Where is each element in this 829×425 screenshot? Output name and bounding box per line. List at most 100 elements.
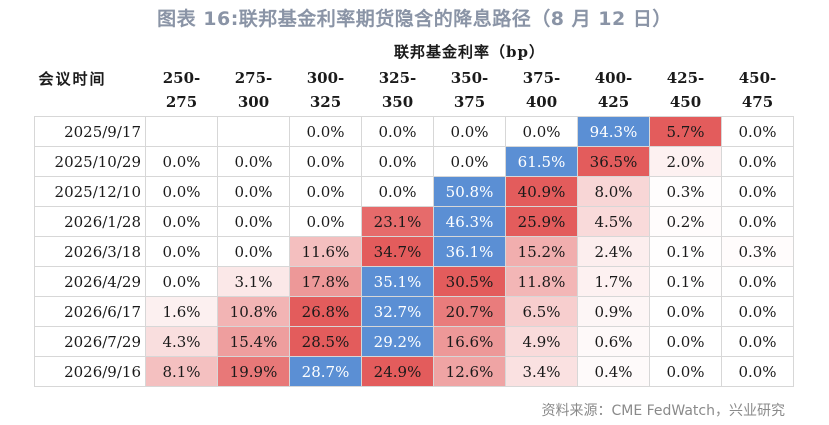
range-header-lower: 350- [450, 69, 489, 87]
range-header-lower: 375- [522, 69, 561, 87]
meeting-date: 2026/6/17 [34, 296, 146, 327]
table-row: 2026/7/29 4.3% 15.4% 28.5% 29.2% 16.6% 4.9% 0.6… [34, 326, 794, 357]
probability-cell: 0.0% [649, 326, 722, 357]
probability-cell: 15.4% [217, 326, 290, 357]
probability-cell: 50.8% [433, 176, 506, 207]
range-header-upper: 300 [237, 93, 270, 111]
probability-cell: 0.0% [289, 206, 362, 237]
probability-cell: 17.8% [289, 266, 362, 297]
chart-title: 图表 16:联邦基金利率期货隐含的降息路径（8 月 12 日） [157, 8, 672, 30]
probability-cell: 36.1% [433, 236, 506, 267]
range-header-upper: 350 [381, 93, 414, 111]
probability-cell: 19.9% [217, 356, 290, 387]
range-header-upper: 400 [525, 93, 558, 111]
range-header-0: 250- 275 [146, 64, 218, 117]
probability-cell: 6.5% [505, 296, 578, 327]
table-row: 2025/10/29 0.0% 0.0% 0.0% 0.0% 0.0% 61.5% 36.5%… [34, 146, 794, 177]
probability-cell: 4.9% [505, 326, 578, 357]
range-header-upper: 375 [453, 93, 486, 111]
probability-cell: 5.7% [649, 116, 722, 147]
probability-cell: 16.6% [433, 326, 506, 357]
meeting-date: 2026/4/29 [34, 266, 146, 297]
probability-cell: 0.0% [145, 146, 218, 177]
range-header-8: 450- 475 [722, 64, 794, 117]
range-header-2: 300- 325 [290, 64, 362, 117]
probability-cell: 46.3% [433, 206, 506, 237]
range-header-5: 375- 400 [506, 64, 578, 117]
probability-cell: 3.4% [505, 356, 578, 387]
probability-cell: 0.0% [433, 146, 506, 177]
range-header-6: 400- 425 [578, 64, 650, 117]
probability-cell: 0.0% [721, 326, 794, 357]
probability-cell: 20.7% [433, 296, 506, 327]
probability-cell: 0.0% [145, 176, 218, 207]
probability-cell: 0.0% [505, 116, 578, 147]
probability-cell: 26.8% [289, 296, 362, 327]
probability-cell: 10.8% [217, 296, 290, 327]
range-header-lower: 275- [234, 69, 273, 87]
meeting-date: 2025/12/10 [34, 176, 146, 207]
probability-cell: 8.0% [577, 176, 650, 207]
range-header-upper: 425 [597, 93, 630, 111]
range-header-row: 250- 275 275- 300 300- 325 325- 350 350- 375 375- 4… [35, 64, 794, 117]
probability-cell: 0.0% [289, 116, 362, 147]
probability-cell: 0.0% [217, 146, 290, 177]
meeting-date: 2026/1/28 [34, 206, 146, 237]
probability-cell: 0.0% [217, 176, 290, 207]
table-row: 2026/4/29 0.0% 3.1% 17.8% 35.1% 30.5% 11.8% 1.7… [34, 266, 794, 297]
probability-cell: 0.6% [577, 326, 650, 357]
probability-cell: 35.1% [361, 266, 434, 297]
probability-cell: 0.0% [721, 206, 794, 237]
probability-cell: 15.2% [505, 236, 578, 267]
meeting-date: 2026/3/18 [34, 236, 146, 267]
probability-cell: 36.5% [577, 146, 650, 177]
probability-cell: 0.0% [145, 266, 218, 297]
probability-cell: 24.9% [361, 356, 434, 387]
probability-cell: 0.0% [721, 116, 794, 147]
table-body: 2025/9/17 0.0% 0.0% 0.0% 0.0% 94.3% 5.7% 0.0% 20… [34, 116, 794, 387]
table-row: 2026/1/28 0.0% 0.0% 0.0% 23.1% 46.3% 25.9% 4.5%… [34, 206, 794, 237]
group-header: 联邦基金利率（bp） [394, 42, 545, 61]
probability-cell: 0.0% [649, 296, 722, 327]
probability-cell: 2.0% [649, 146, 722, 177]
range-header-upper: 325 [309, 93, 342, 111]
range-header-upper: 275 [165, 93, 198, 111]
range-header-7: 425- 450 [650, 64, 722, 117]
range-header-upper: 450 [669, 93, 702, 111]
probability-cell: 0.0% [361, 176, 434, 207]
meeting-date: 2025/10/29 [34, 146, 146, 177]
table-row: 2026/9/16 8.1% 19.9% 28.7% 24.9% 12.6% 3.4% 0.4… [34, 356, 794, 387]
source-note: 资料来源：CME FedWatch，兴业研究 [541, 403, 785, 419]
probability-cell: 0.4% [577, 356, 650, 387]
probability-cell: 3.1% [217, 266, 290, 297]
probability-cell: 0.0% [361, 116, 434, 147]
rate-probability-table: 会议时间 联邦基金利率（bp） 250- 275 275- 300 300- 325 325… [34, 38, 794, 387]
probability-cell: 0.0% [433, 116, 506, 147]
range-header-lower: 300- [306, 69, 345, 87]
range-header-4: 350- 375 [434, 64, 506, 117]
probability-cell: 0.0% [217, 206, 290, 237]
probability-cell: 2.4% [577, 236, 650, 267]
probability-cell: 40.9% [505, 176, 578, 207]
probability-cell: 29.2% [361, 326, 434, 357]
probability-cell: 61.5% [505, 146, 578, 177]
probability-cell: 28.7% [289, 356, 362, 387]
probability-cell [217, 116, 290, 147]
probability-cell: 23.1% [361, 206, 434, 237]
group-header-row: 会议时间 联邦基金利率（bp） [35, 38, 794, 89]
probability-cell: 30.5% [433, 266, 506, 297]
probability-cell: 11.6% [289, 236, 362, 267]
probability-cell: 12.6% [433, 356, 506, 387]
probability-cell: 0.3% [649, 176, 722, 207]
probability-cell: 0.3% [721, 236, 794, 267]
range-header-lower: 450- [738, 69, 777, 87]
probability-cell: 34.7% [361, 236, 434, 267]
meeting-date: 2025/9/17 [34, 116, 146, 147]
range-header-lower: 400- [594, 69, 633, 87]
probability-cell: 25.9% [505, 206, 578, 237]
probability-cell: 1.7% [577, 266, 650, 297]
probability-cell: 0.1% [649, 236, 722, 267]
probability-cell: 0.0% [217, 236, 290, 267]
probability-cell: 0.0% [649, 356, 722, 387]
probability-cell: 4.5% [577, 206, 650, 237]
